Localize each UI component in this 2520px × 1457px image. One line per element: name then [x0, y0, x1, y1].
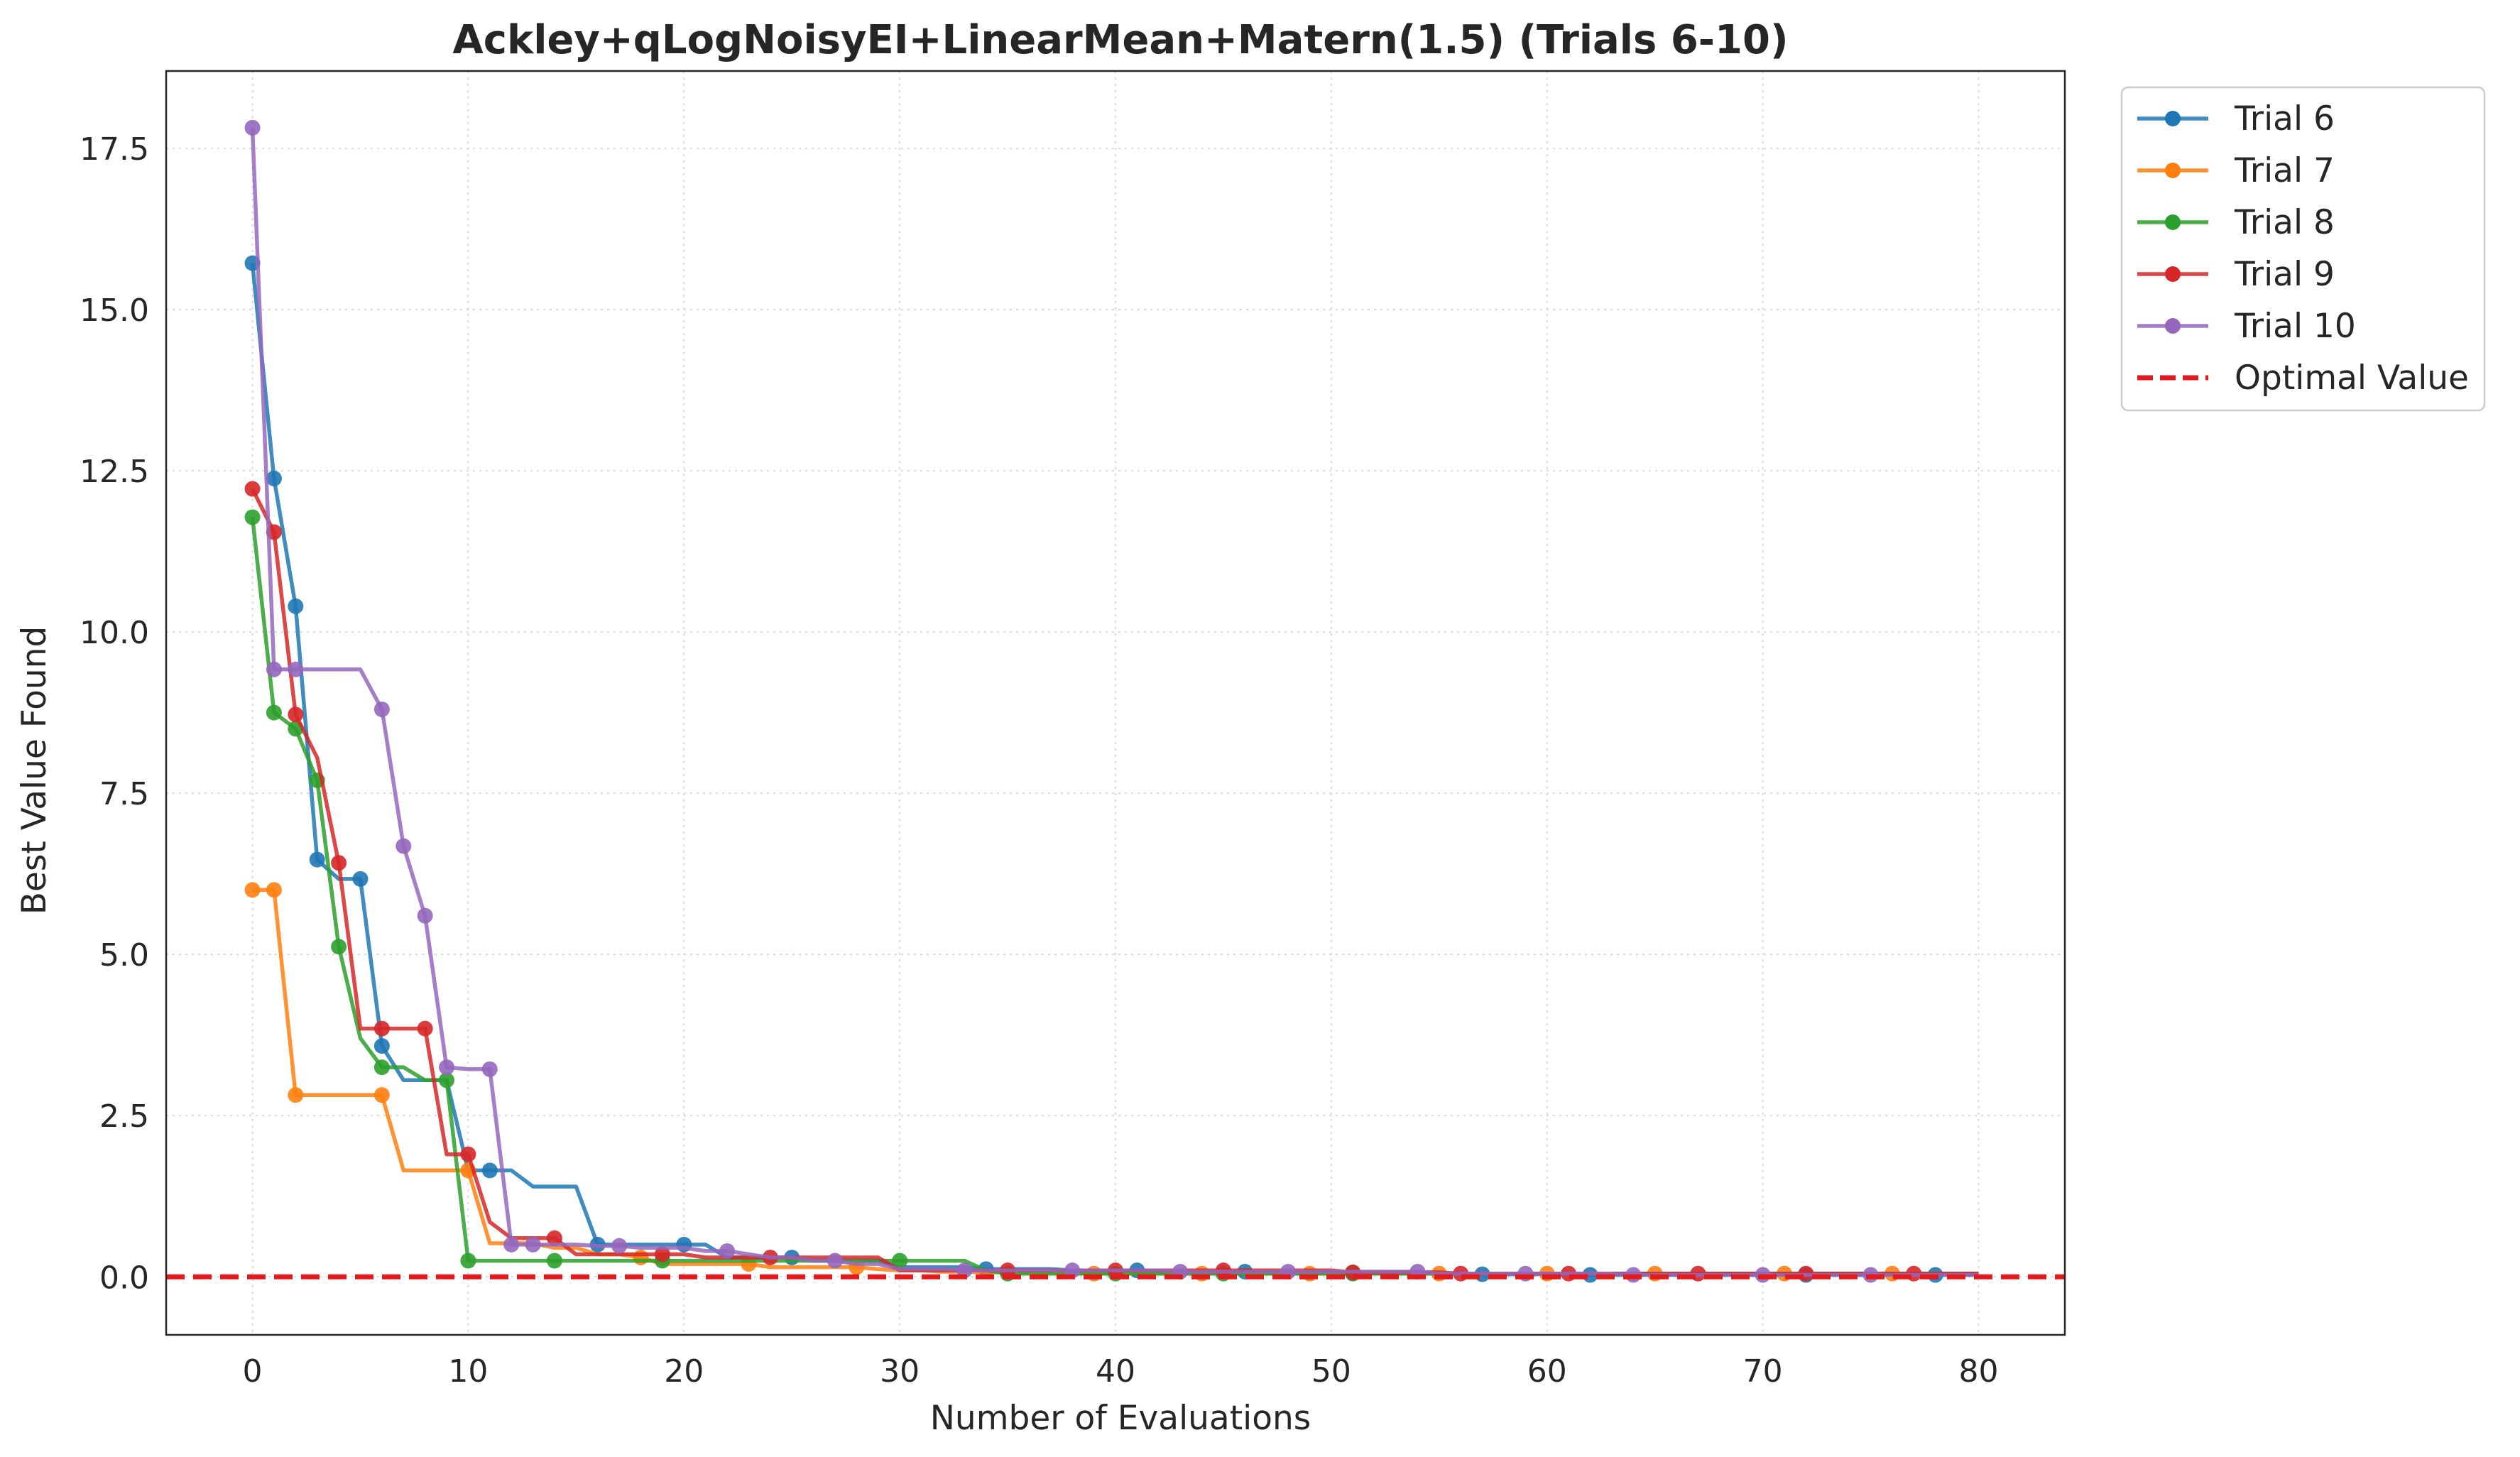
plot-frame [165, 70, 2066, 1336]
data-point [266, 470, 282, 486]
legend-swatch-marker [2165, 163, 2181, 178]
legend-label: Optimal Value [2235, 359, 2469, 398]
y-tick-label: 12.5 [80, 454, 149, 490]
data-point [481, 1061, 498, 1077]
data-point [244, 509, 261, 525]
y-tick-label: 10.0 [80, 615, 149, 651]
data-point [956, 1262, 973, 1279]
x-tick-label: 10 [448, 1353, 488, 1390]
legend-swatch-marker [2165, 318, 2181, 334]
data-point [373, 1038, 390, 1054]
data-point [266, 661, 282, 677]
data-point [439, 1072, 455, 1088]
y-axis-label: Best Value Found [15, 626, 54, 915]
data-point [417, 1020, 433, 1037]
chart-title: Ackley+qLogNoisyEI+LinearMean+Matern(1.5… [452, 17, 1788, 63]
data-point [633, 1250, 649, 1266]
data-point [892, 1253, 908, 1269]
x-tick-label: 80 [1958, 1353, 1998, 1390]
legend-label: Trial 9 [2234, 255, 2335, 294]
data-point [439, 1059, 455, 1076]
x-tick-label: 60 [1527, 1353, 1567, 1390]
data-point [288, 661, 304, 677]
legend-swatch-marker [2165, 111, 2181, 126]
data-point [827, 1253, 843, 1269]
data-point [373, 1059, 390, 1076]
y-tick-label: 15.0 [80, 293, 149, 329]
y-axis-ticks: 0.0 2.5 5.0 7.5 10.0 12.5 15.0 17.5 [80, 131, 149, 1296]
data-point [244, 119, 261, 136]
data-point [1064, 1262, 1081, 1279]
x-axis-ticks: 0 10 20 30 40 50 60 70 80 [243, 1353, 1999, 1390]
legend-frame [2120, 86, 2486, 412]
data-point [396, 838, 412, 854]
y-tick-label: 5.0 [99, 937, 149, 973]
x-tick-label: 0 [243, 1353, 263, 1390]
y-tick-label: 2.5 [99, 1098, 149, 1135]
data-point [417, 907, 433, 924]
x-tick-label: 30 [880, 1353, 920, 1390]
data-point [460, 1253, 476, 1269]
legend-label: Trial 7 [2234, 151, 2335, 190]
legend-label: Trial 8 [2234, 203, 2335, 242]
x-tick-label: 70 [1743, 1353, 1783, 1390]
data-point [719, 1243, 736, 1259]
data-point [331, 939, 347, 955]
data-point [266, 882, 282, 898]
x-tick-label: 40 [1096, 1353, 1135, 1390]
x-tick-label: 50 [1311, 1353, 1351, 1390]
data-point [331, 855, 347, 871]
data-point [288, 598, 304, 614]
x-axis-label: Number of Evaluations [930, 1399, 1311, 1438]
data-point [460, 1146, 476, 1162]
y-tick-label: 17.5 [80, 131, 149, 168]
data-point [266, 704, 282, 721]
data-point [503, 1236, 520, 1253]
y-tick-label: 7.5 [99, 776, 149, 812]
data-point [546, 1230, 562, 1246]
x-tick-label: 20 [664, 1353, 704, 1390]
data-point [352, 871, 369, 887]
legend-swatch-marker [2165, 266, 2181, 282]
data-point [373, 1020, 390, 1037]
legend-label: Trial 6 [2234, 99, 2335, 138]
data-point [373, 702, 390, 718]
data-point [654, 1246, 670, 1262]
legend-swatch-marker [2165, 214, 2181, 230]
y-tick-label: 0.0 [99, 1260, 149, 1296]
data-point [288, 706, 304, 723]
legend: Trial 6 Trial 7 Trial 8 Trial 9 Trial 10 Opti… [2120, 86, 2486, 412]
data-point [244, 882, 261, 898]
data-point [481, 1162, 498, 1179]
data-point [309, 851, 325, 868]
data-point [546, 1253, 562, 1269]
data-point [288, 1087, 304, 1103]
legend-label: Trial 10 [2234, 307, 2356, 346]
data-point [611, 1238, 628, 1254]
data-point [373, 1087, 390, 1103]
data-point [525, 1236, 541, 1253]
data-point [244, 481, 261, 497]
